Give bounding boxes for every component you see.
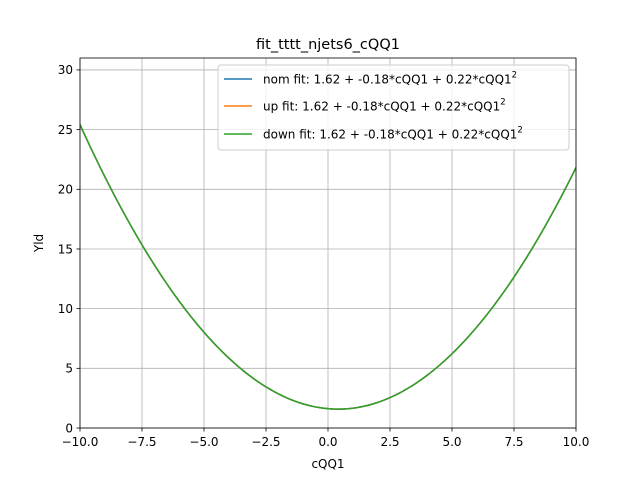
y-tick-label: 0 xyxy=(65,421,73,435)
series-line-2 xyxy=(79,124,577,410)
x-tick-label: 5.0 xyxy=(442,435,461,449)
x-tick-label: 10.0 xyxy=(563,435,590,449)
legend-label-1: up fit: 1.62 + -0.18*cQQ1 + 0.22*cQQ12 xyxy=(263,98,506,114)
y-tick-label: 20 xyxy=(58,183,73,197)
x-tick-label: 7.5 xyxy=(504,435,523,449)
y-axis-ticks: 0 5 10 15 20 25 30 xyxy=(58,63,80,435)
y-tick-label: 5 xyxy=(65,362,73,376)
legend-box xyxy=(217,64,570,151)
legend-label-text: down fit: 1.62 + -0.18*cQQ1 + 0.22*cQQ1 xyxy=(263,128,517,142)
y-tick-label: 25 xyxy=(58,123,73,137)
legend-label-0: nom fit: 1.62 + -0.18*cQQ1 + 0.22*cQQ12 xyxy=(263,71,517,87)
x-tick-label: 0.0 xyxy=(318,435,337,449)
y-tick-label: 30 xyxy=(58,63,73,77)
x-axis-label: cQQ1 xyxy=(311,457,344,471)
chart-title: fit_tttt_njets6_cQQ1 xyxy=(256,37,400,53)
legend-label-superscript: 2 xyxy=(512,71,517,81)
legend-label-text: nom fit: 1.62 + -0.18*cQQ1 + 0.22*cQQ1 xyxy=(263,73,512,87)
legend-label-superscript: 2 xyxy=(517,126,522,136)
legend-label-2: down fit: 1.62 + -0.18*cQQ1 + 0.22*cQQ12 xyxy=(263,126,523,142)
x-tick-label: −2.5 xyxy=(251,435,280,449)
series-lines xyxy=(79,124,577,410)
x-tick-label: −5.0 xyxy=(189,435,218,449)
y-tick-label: 10 xyxy=(58,302,73,316)
legend: nom fit: 1.62 + -0.18*cQQ1 + 0.22*cQQ12u… xyxy=(217,64,570,151)
x-tick-label: −7.5 xyxy=(127,435,156,449)
y-axis-label: Yld xyxy=(32,234,46,253)
legend-label-superscript: 2 xyxy=(500,98,505,108)
x-tick-label: −10.0 xyxy=(62,435,99,449)
x-tick-label: 2.5 xyxy=(380,435,399,449)
legend-label-text: up fit: 1.62 + -0.18*cQQ1 + 0.22*cQQ1 xyxy=(263,100,500,114)
y-tick-label: 15 xyxy=(58,242,73,256)
x-axis-ticks: −10.0 −7.5 −5.0 −2.5 0.0 2.5 5.0 7.5 10.0 xyxy=(62,428,590,449)
